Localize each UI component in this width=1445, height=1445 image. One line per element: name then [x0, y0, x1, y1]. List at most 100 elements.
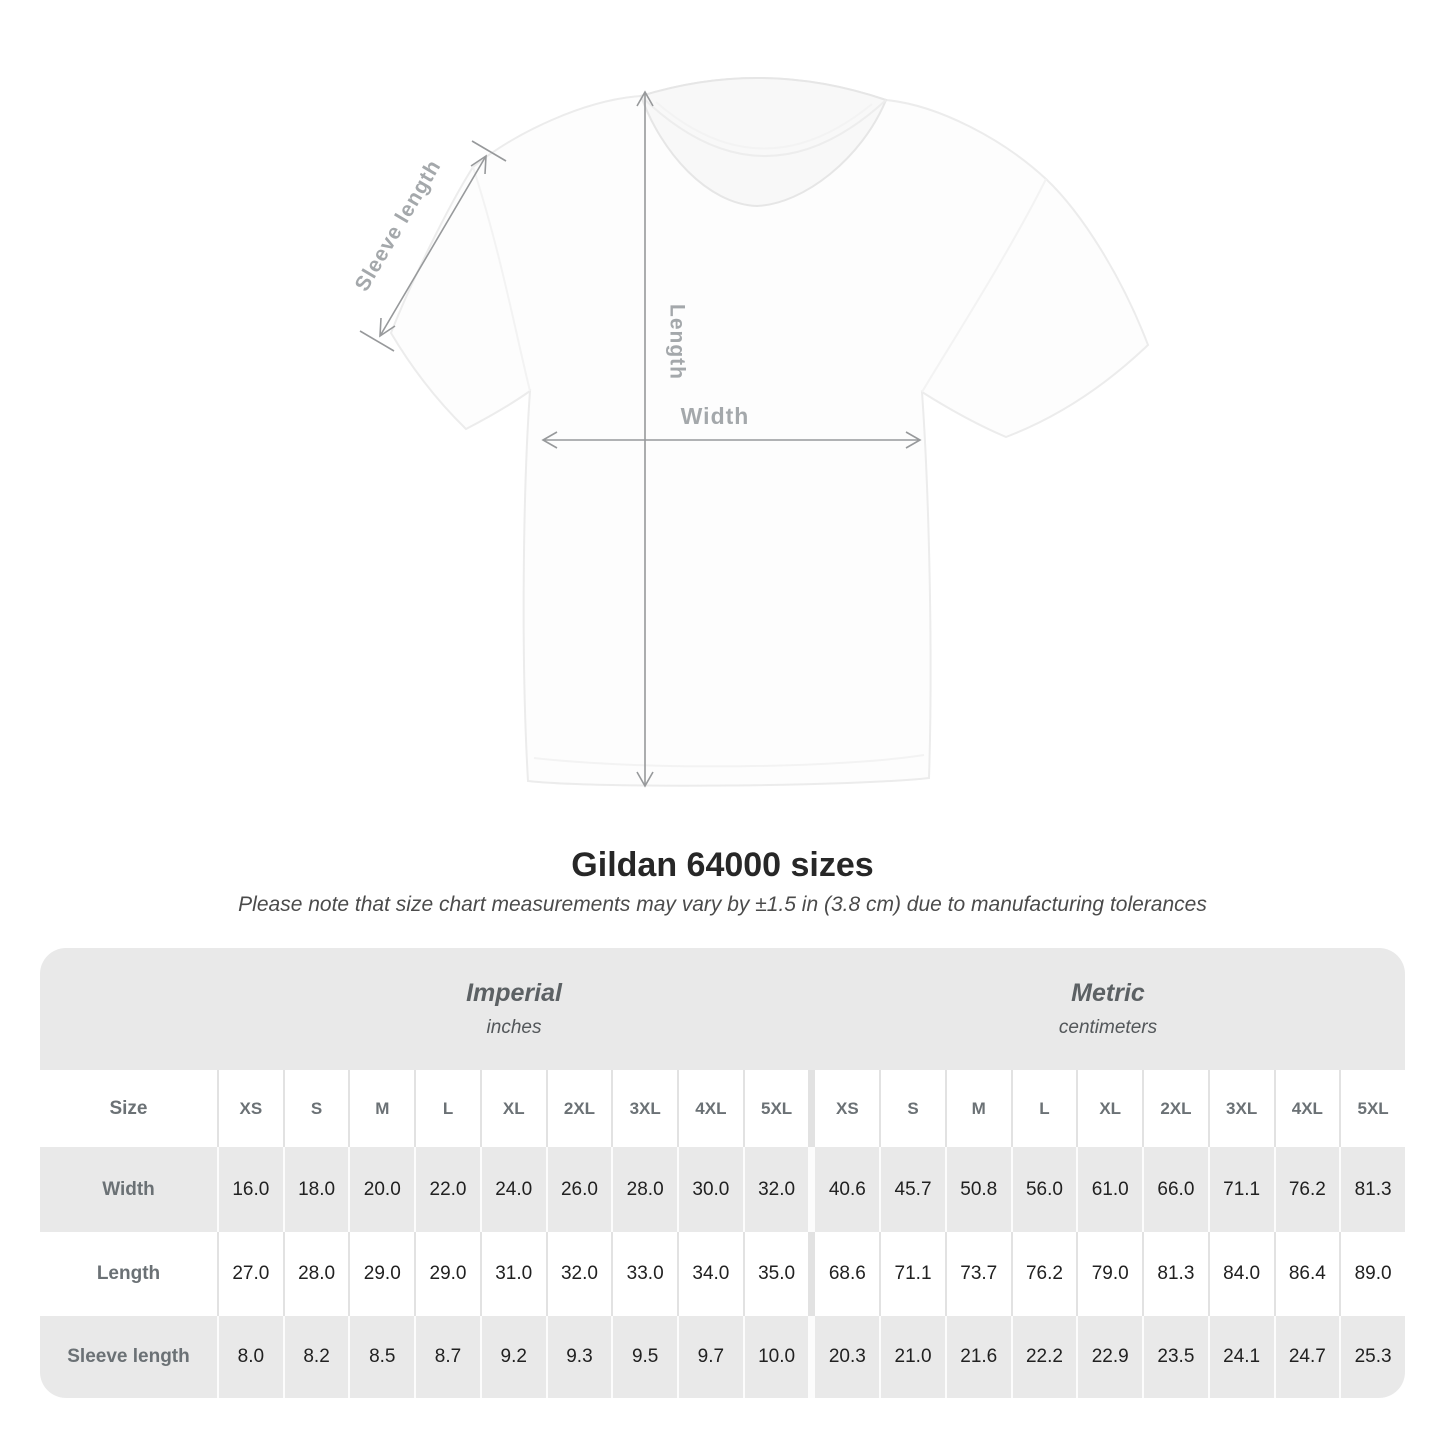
- value-cell: 23.5: [1142, 1316, 1208, 1398]
- value-cell: 71.1: [879, 1232, 945, 1316]
- collar-opening: [639, 77, 888, 208]
- value-cell: 86.4: [1273, 1232, 1340, 1316]
- value-cell: 8.0: [217, 1316, 283, 1398]
- value-cell: 73.7: [944, 1232, 1011, 1316]
- value-cell: 25.3: [1339, 1316, 1405, 1398]
- value-cell: 30.0: [677, 1147, 743, 1232]
- imperial-label: Imperial: [466, 979, 562, 1007]
- value-cell: 56.0: [1010, 1147, 1077, 1232]
- size-chart-table: Imperial inches Metric centimeters Size …: [40, 948, 1405, 1398]
- metric-label: Metric: [1071, 979, 1145, 1007]
- size-header-cell: 4XL: [677, 1070, 743, 1147]
- value-cell: 8.7: [414, 1316, 480, 1398]
- page-title: Gildan 64000 sizes: [571, 846, 874, 884]
- length-label: Length: [665, 304, 688, 380]
- value-cell: 76.2: [1273, 1147, 1340, 1232]
- value-cell: 81.3: [1339, 1147, 1405, 1232]
- size-header-cell: S: [282, 1070, 349, 1147]
- value-cell: 81.3: [1142, 1232, 1208, 1316]
- value-cell: 22.0: [414, 1147, 480, 1232]
- size-header-cell: S: [879, 1070, 945, 1147]
- size-header-cell: XS: [217, 1070, 283, 1147]
- unit-header-row: Imperial inches Metric centimeters: [40, 948, 1405, 1070]
- tshirt-body: [389, 77, 1150, 787]
- value-cell: 9.2: [479, 1316, 546, 1398]
- value-cell: 27.0: [217, 1232, 283, 1316]
- size-header-cell: 5XL: [1339, 1070, 1405, 1147]
- value-cell: 24.7: [1273, 1316, 1340, 1398]
- value-cell: 28.0: [611, 1147, 677, 1232]
- value-cell: 79.0: [1076, 1232, 1142, 1316]
- value-cell: 61.0: [1076, 1147, 1142, 1232]
- left-armhole-seam: [472, 166, 531, 392]
- imperial-unit: inches: [486, 1017, 542, 1038]
- value-cell: 18.0: [282, 1147, 349, 1232]
- right-armhole-seam: [921, 178, 1047, 393]
- value-cell: 71.1: [1207, 1147, 1274, 1232]
- value-cell: 45.7: [879, 1147, 945, 1232]
- size-header-cell: 3XL: [1207, 1070, 1274, 1147]
- size-header-cell: 3XL: [611, 1070, 677, 1147]
- value-cell: 34.0: [677, 1232, 743, 1316]
- size-header-cell: XL: [479, 1070, 546, 1147]
- size-header-cell: M: [348, 1070, 414, 1147]
- value-cell: 50.8: [944, 1147, 1011, 1232]
- value-cell: 22.9: [1076, 1316, 1142, 1398]
- size-header-cell: L: [414, 1070, 480, 1147]
- size-header-cell: 2XL: [545, 1070, 612, 1147]
- size-header-cell: 4XL: [1273, 1070, 1340, 1147]
- value-cell: 9.5: [611, 1316, 677, 1398]
- width-row: Width 16.0 18.0 20.0 22.0 24.0 26.0 28.0 30.0 32…: [40, 1147, 1405, 1232]
- value-cell: 9.7: [677, 1316, 743, 1398]
- width-arrow: [541, 431, 922, 449]
- size-header-cell: 2XL: [1142, 1070, 1208, 1147]
- corner-cell: [40, 948, 217, 1070]
- value-cell: 76.2: [1010, 1232, 1077, 1316]
- group-header-imperial: Imperial inches: [217, 948, 811, 1070]
- value-cell: 22.2: [1010, 1316, 1077, 1398]
- tshirt-measurement-diagram: Length Width Sleeve length: [351, 77, 1150, 788]
- row-label-length: Length: [96, 1263, 161, 1284]
- group-header-metric: Metric centimeters: [811, 948, 1405, 1070]
- value-cell: 24.0: [479, 1147, 546, 1232]
- size-header-cell: L: [1010, 1070, 1077, 1147]
- row-label-sleeve: Sleeve length: [67, 1346, 190, 1367]
- value-cell: 35.0: [742, 1232, 809, 1316]
- value-cell: 16.0: [217, 1147, 283, 1232]
- size-header-row: Size XS S M L XL 2XL 3XL 4XL 5XL XS S M L XL 2XL 3XL 4XL…: [40, 1070, 1405, 1147]
- value-cell: 32.0: [742, 1147, 809, 1232]
- value-cell: 33.0: [611, 1232, 677, 1316]
- size-header-cell: 5XL: [742, 1070, 809, 1147]
- size-header-cell: M: [944, 1070, 1011, 1147]
- value-cell: 8.2: [282, 1316, 349, 1398]
- value-cell: 89.0: [1339, 1232, 1405, 1316]
- value-cell: 20.0: [348, 1147, 414, 1232]
- hem-stitch: [533, 754, 925, 768]
- value-cell: 8.5: [348, 1316, 414, 1398]
- value-cell: 66.0: [1142, 1147, 1208, 1232]
- value-cell: 68.6: [808, 1232, 879, 1316]
- sleeve-length-row: Sleeve length 8.0 8.2 8.5 8.7 9.2 9.3 9.5 9.7 10…: [40, 1316, 1405, 1398]
- value-cell: 84.0: [1207, 1232, 1274, 1316]
- value-cell: 20.3: [808, 1316, 879, 1398]
- value-cell: 26.0: [545, 1147, 612, 1232]
- sleeve-length-arrow: [359, 140, 507, 352]
- length-row: Length 27.0 28.0 29.0 29.0 31.0 32.0 33.0 34.0 3…: [40, 1232, 1405, 1316]
- collar-outer-seam: [640, 95, 887, 157]
- metric-unit: centimeters: [1058, 1017, 1158, 1038]
- value-cell: 21.0: [879, 1316, 945, 1398]
- value-cell: 24.1: [1207, 1316, 1274, 1398]
- collar-inner-seam: [655, 101, 873, 150]
- value-cell: 29.0: [348, 1232, 414, 1316]
- value-cell: 10.0: [742, 1316, 809, 1398]
- value-cell: 9.3: [545, 1316, 612, 1398]
- width-label: Width: [681, 403, 750, 429]
- length-arrow: [636, 90, 654, 788]
- value-cell: 31.0: [479, 1232, 546, 1316]
- value-cell: 32.0: [545, 1232, 612, 1316]
- value-cell: 21.6: [944, 1316, 1011, 1398]
- value-cell: 40.6: [808, 1147, 879, 1232]
- tolerance-note: Please note that size chart measurements…: [238, 893, 1207, 916]
- size-header-cell: XS: [808, 1070, 879, 1147]
